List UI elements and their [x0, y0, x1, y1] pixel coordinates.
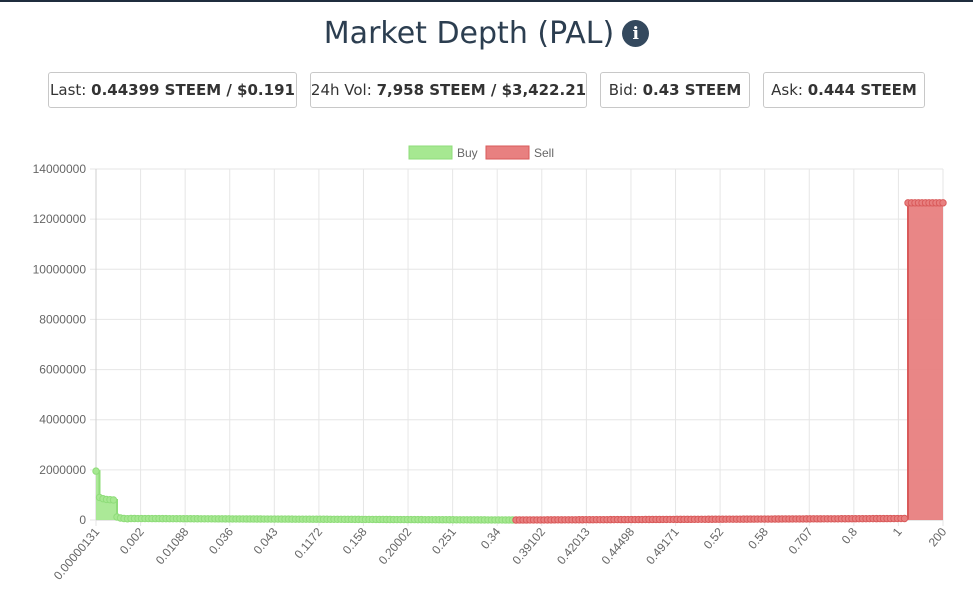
x-tick-label: 0.42013	[554, 525, 593, 567]
last-label: Last:	[50, 81, 87, 99]
y-tick-label: 4000000	[39, 413, 86, 427]
y-tick-label: 12000000	[33, 212, 87, 226]
buy-line	[96, 470, 514, 521]
y-tick-label: 14000000	[33, 162, 87, 176]
y-tick-label: 2000000	[39, 463, 86, 477]
x-tick-label: 0.043	[251, 525, 281, 557]
bid-label: Bid:	[608, 81, 638, 99]
x-tick-label: 0.1172	[291, 525, 325, 562]
ask-label: Ask:	[771, 81, 803, 99]
volume-value: 7,958 STEEM / $3,422.21	[376, 81, 587, 99]
x-tick-label: 200	[926, 525, 950, 550]
ask-stat: Ask: 0.444 STEEM	[763, 72, 925, 108]
sell-area	[516, 202, 943, 520]
bid-stat: Bid: 0.43 STEEM	[600, 72, 750, 108]
x-tick-label: 0.58	[745, 525, 771, 552]
info-icon[interactable]: i	[622, 20, 650, 47]
page-title: Market Depth (PAL)	[323, 16, 615, 51]
header: Market Depth (PAL) i	[0, 16, 973, 51]
sell-point	[939, 199, 947, 207]
x-tick-label: 0.01088	[153, 525, 192, 567]
x-tick-label: 0.8	[839, 525, 861, 547]
sell-point	[900, 514, 909, 523]
y-tick-label: 8000000	[39, 312, 86, 326]
x-tick-label: 0.44498	[599, 525, 638, 567]
x-tick-label: 0.251	[429, 525, 459, 557]
legend-label-buy: Buy	[457, 146, 478, 160]
x-tick-label: 0.036	[206, 525, 236, 557]
buy-point	[92, 467, 100, 475]
y-tick-label: 0	[79, 513, 86, 527]
y-tick-label: 6000000	[39, 363, 86, 377]
y-tick-label: 10000000	[33, 262, 87, 276]
x-tick-label: 0.20002	[376, 525, 415, 567]
x-tick-label: 0.158	[340, 525, 370, 557]
legend-label-sell: Sell	[534, 146, 554, 160]
x-tick-label: 0.34	[478, 525, 504, 552]
buy-point	[109, 496, 118, 504]
volume-stat: 24h Vol: 7,958 STEEM / $3,422.21	[310, 72, 587, 108]
x-tick-label: 1	[890, 525, 905, 539]
x-tick-label: 0.49171	[643, 525, 682, 567]
bid-value: 0.43 STEEM	[642, 81, 742, 99]
x-tick-label: 0.39102	[509, 525, 548, 567]
legend-swatch-buy	[408, 145, 453, 160]
x-tick-label: 0.52	[701, 525, 727, 552]
sell-line	[516, 201, 943, 521]
ask-value: 0.444 STEEM	[807, 81, 917, 99]
last-price-stat: Last: 0.44399 STEEM / $0.191	[48, 72, 297, 108]
legend-swatch-sell	[485, 145, 530, 160]
x-tick-label: 0.002	[117, 525, 147, 557]
buy-area	[96, 471, 513, 520]
x-tick-label: 0.00000131	[51, 525, 103, 583]
x-tick-label: 0.707	[786, 525, 816, 557]
last-value: 0.44399 STEEM / $0.191	[91, 81, 295, 99]
volume-label: 24h Vol:	[310, 81, 372, 99]
